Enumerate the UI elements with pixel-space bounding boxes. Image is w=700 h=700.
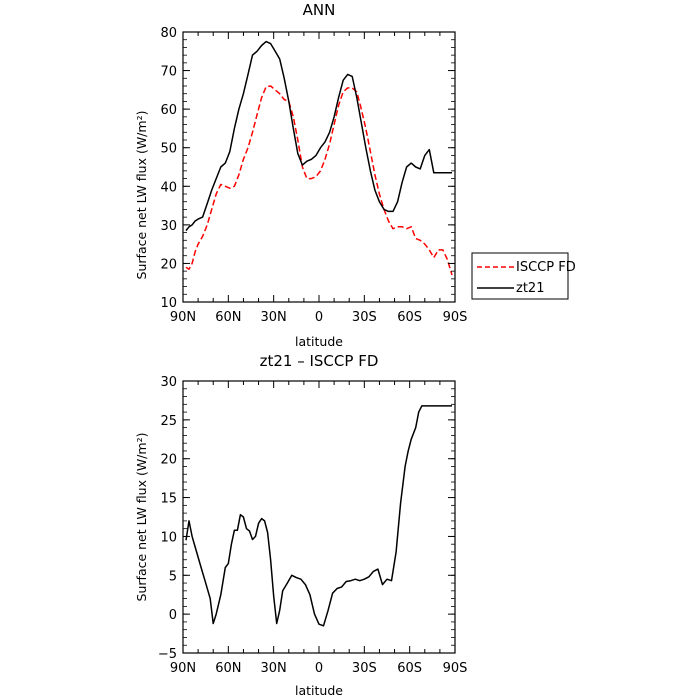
xtick-label: 30N [261,310,287,325]
top-title: ANN [303,1,336,19]
xtick-label: 60S [397,661,422,676]
xtick-label: 90S [443,310,468,325]
series-line-zt21 [185,40,452,232]
top-plot-frame [182,31,456,303]
xtick-label: 60N [215,310,241,325]
bottom-plot-frame [182,380,456,654]
series-line-isccp-fd [185,85,453,276]
legend-box [471,252,569,300]
xtick-label: 90N [170,310,196,325]
ytick-label: 10 [160,530,177,545]
top-panel: ANN 90N 60N 30N 0 30S 60S 90S 10 20 30 40 50 60 70 80… [134,1,576,349]
ytick-label: 40 [160,180,177,195]
ytick-label: 60 [160,103,177,118]
ytick-label: 70 [160,65,177,80]
ytick-label: 15 [160,492,177,507]
xtick-label: 0 [315,310,323,325]
top-ylabel: Surface net LW flux (W/m²) [134,111,149,280]
legend-label-isccp: ISCCP FD [516,260,576,275]
bottom-xlabel: latitude [295,683,343,698]
bottom-ylabel: Surface net LW flux (W/m²) [134,433,149,602]
ytick-label: −5 [158,647,177,662]
ytick-label: 20 [160,257,177,272]
ytick-label: 30 [160,219,177,234]
legend: ISCCP FD zt21 [471,252,576,300]
xtick-label: 90S [443,661,468,676]
xtick-label: 60S [397,310,422,325]
ytick-label: 30 [160,375,177,390]
ytick-label: 80 [160,26,177,41]
ytick-label: 0 [169,608,177,623]
ytick-label: 25 [160,414,177,429]
bottom-panel: zt21 – ISCCP FD 90N 60N 30N 0 30S 60S 90S −5 0 5… [134,352,467,698]
xtick-label: 60N [215,661,241,676]
xtick-label: 90N [170,661,196,676]
series-line-difference [185,405,452,627]
ytick-label: 10 [160,296,177,311]
ytick-label: 5 [169,569,177,584]
ytick-label: 20 [160,453,177,468]
xtick-label: 30S [352,661,377,676]
xtick-label: 0 [315,661,323,676]
bottom-title: zt21 – ISCCP FD [260,352,379,370]
legend-label-zt21: zt21 [516,281,544,296]
top-xlabel: latitude [295,334,343,349]
xtick-label: 30S [352,310,377,325]
xtick-label: 30N [261,661,287,676]
ytick-label: 50 [160,142,177,157]
